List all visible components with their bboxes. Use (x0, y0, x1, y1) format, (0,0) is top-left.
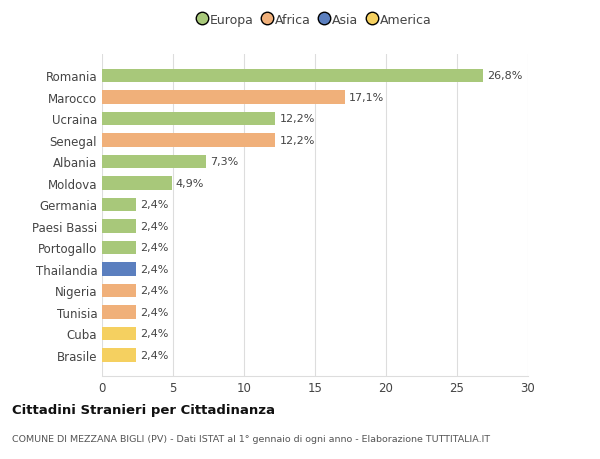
Bar (102, 241, 136, 255)
Text: Cittadini Stranieri per Cittadinanza: Cittadini Stranieri per Cittadinanza (12, 403, 275, 416)
Bar (102, 327, 136, 340)
Text: 12,2%: 12,2% (280, 114, 315, 124)
Text: 2,4%: 2,4% (140, 200, 169, 210)
Text: 12,2%: 12,2% (280, 136, 315, 146)
Bar (102, 177, 172, 190)
Text: 26,8%: 26,8% (487, 71, 522, 81)
Bar (102, 220, 136, 233)
Bar (102, 306, 136, 319)
Text: 2,4%: 2,4% (140, 221, 169, 231)
Bar (102, 198, 136, 212)
Text: 2,4%: 2,4% (140, 307, 169, 317)
Text: 2,4%: 2,4% (140, 350, 169, 360)
Legend: Europa, Africa, Asia, America: Europa, Africa, Asia, America (196, 11, 434, 29)
Bar (102, 70, 482, 83)
Bar (102, 91, 345, 105)
Bar (102, 134, 275, 147)
Bar (102, 112, 275, 126)
Text: 17,1%: 17,1% (349, 93, 385, 103)
Text: 2,4%: 2,4% (140, 264, 169, 274)
Text: 2,4%: 2,4% (140, 329, 169, 339)
Bar (102, 263, 136, 276)
Bar (102, 156, 206, 169)
Text: COMUNE DI MEZZANA BIGLI (PV) - Dati ISTAT al 1° gennaio di ogni anno - Elaborazi: COMUNE DI MEZZANA BIGLI (PV) - Dati ISTA… (12, 434, 490, 442)
Bar (102, 284, 136, 297)
Text: 7,3%: 7,3% (210, 157, 238, 167)
Text: 2,4%: 2,4% (140, 286, 169, 296)
Bar (102, 348, 136, 362)
Text: 2,4%: 2,4% (140, 243, 169, 253)
Text: 4,9%: 4,9% (176, 179, 204, 189)
